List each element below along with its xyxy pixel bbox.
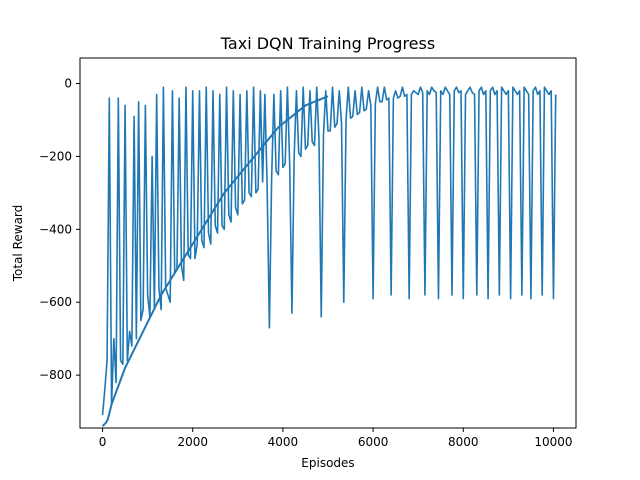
x-tick-label: 8000 <box>448 435 479 449</box>
x-tick-label: 2000 <box>177 435 208 449</box>
y-tick-label: −200 <box>39 149 72 163</box>
y-tick-label: 0 <box>64 77 72 91</box>
y-axis: 0 −200 −400 −600 −800 <box>39 77 80 382</box>
x-axis-label: Episodes <box>301 456 354 470</box>
x-tick-label: 0 <box>99 435 107 449</box>
x-tick-label: 4000 <box>268 435 299 449</box>
y-tick-label: −800 <box>39 368 72 382</box>
series-line-1 <box>101 86 557 416</box>
x-tick-label: 10000 <box>534 435 572 449</box>
plot-frame <box>79 57 577 429</box>
chart-title: Taxi DQN Training Progress <box>220 34 435 53</box>
series-layer <box>101 86 557 427</box>
y-tick-label: −400 <box>39 222 72 236</box>
series-line-2 <box>101 95 329 427</box>
y-axis-label: Total Reward <box>11 205 25 283</box>
x-tick-label: 6000 <box>358 435 389 449</box>
x-axis: 0 2000 4000 6000 8000 10000 <box>99 428 573 449</box>
plot-area <box>101 86 557 427</box>
y-tick-label: −600 <box>39 295 72 309</box>
